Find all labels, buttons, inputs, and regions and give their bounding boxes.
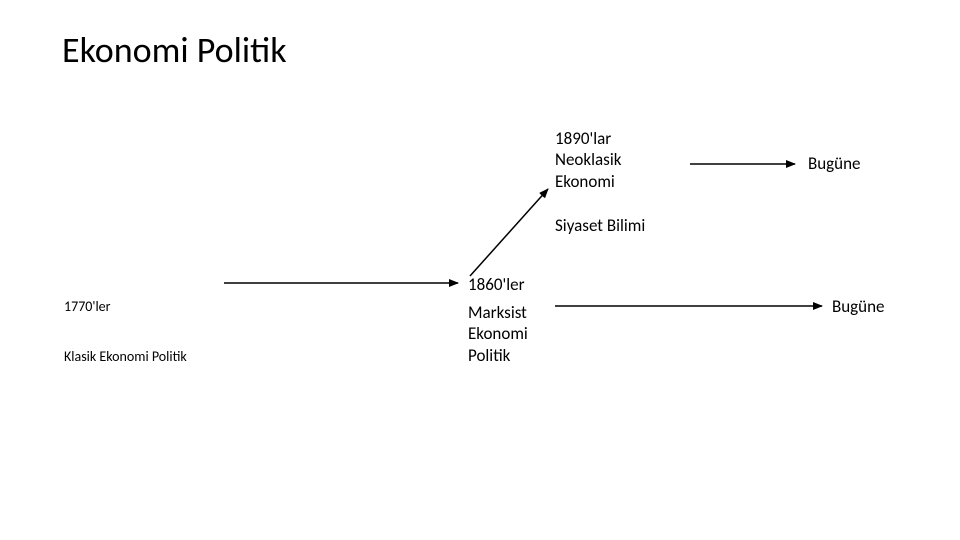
node-klasik-ekonomi-politik: Klasik Ekonomi Politik xyxy=(64,348,187,366)
page-title: Ekonomi Politik xyxy=(62,28,287,72)
node-siyaset-bilimi: Siyaset Bilimi xyxy=(555,215,645,236)
node-1860ler: 1860'ler xyxy=(468,274,525,295)
arrow-layer xyxy=(0,0,960,540)
slide: Ekonomi Politik 1770'ler Klasik Ekonomi … xyxy=(0,0,960,540)
node-1770ler: 1770'ler xyxy=(64,298,111,316)
node-bugune-bottom: Bugüne xyxy=(832,296,885,317)
node-bugune-top: Bugüne xyxy=(808,153,861,174)
arrow-1 xyxy=(470,189,548,276)
node-1890lar-neoklasik-ekonomi: 1890'lar Neoklasik Ekonomi xyxy=(555,128,621,192)
node-marksist-ekonomi-politik: Marksist Ekonomi Politik xyxy=(468,302,528,366)
